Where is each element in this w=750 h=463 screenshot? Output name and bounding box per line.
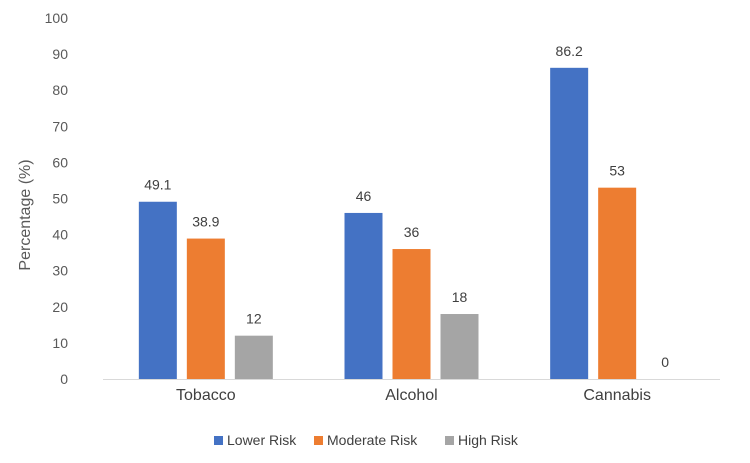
y-tick-label: 60 (52, 154, 68, 170)
legend-label: Moderate Risk (327, 432, 418, 448)
data-label: 49.1 (144, 177, 171, 193)
bar-moderate-risk-cannabis (598, 187, 637, 379)
y-tick-label: 30 (52, 263, 68, 279)
legend-swatch (314, 436, 323, 445)
data-label: 86.2 (556, 43, 583, 59)
data-label: 18 (452, 289, 468, 305)
data-label: 12 (246, 311, 262, 327)
y-tick-label: 100 (45, 10, 69, 26)
data-label: 0 (661, 354, 669, 370)
legend-swatch (214, 436, 223, 445)
bar-moderate-risk-alcohol (392, 249, 431, 379)
x-axis-ticks: Tobacco Alcohol Cannabis (176, 387, 651, 404)
y-axis-title-group: Percentage (%) (17, 159, 34, 270)
bar-lower-risk-cannabis (550, 67, 589, 380)
legend-label: High Risk (458, 432, 519, 448)
y-tick-label: 40 (52, 227, 68, 243)
y-axis-title: Percentage (%) (17, 159, 34, 270)
x-tick-label: Tobacco (176, 387, 236, 404)
legend-swatch (445, 436, 454, 445)
data-label: 36 (404, 224, 420, 240)
bar-lower-risk-tobacco (138, 201, 177, 379)
bar-high-risk-alcohol (440, 314, 479, 379)
y-tick-label: 10 (52, 335, 68, 351)
bar-moderate-risk-tobacco (186, 238, 225, 379)
x-tick-label: Cannabis (583, 387, 651, 404)
x-tick-label: Alcohol (385, 387, 437, 404)
data-label: 46 (356, 188, 372, 204)
legend: Lower Risk Moderate Risk High Risk (214, 432, 519, 448)
data-label: 38.9 (192, 214, 219, 230)
bars (138, 67, 637, 380)
legend-label: Lower Risk (227, 432, 297, 448)
y-tick-label: 0 (60, 371, 68, 387)
y-tick-label: 20 (52, 299, 68, 315)
data-label: 53 (609, 163, 625, 179)
bar-lower-risk-alcohol (344, 212, 383, 379)
y-tick-label: 50 (52, 191, 68, 207)
bar-high-risk-tobacco (234, 335, 273, 379)
y-tick-label: 90 (52, 46, 68, 62)
y-tick-label: 80 (52, 82, 68, 98)
y-axis-ticks: 0 10 20 30 40 50 60 70 80 90 100 (45, 10, 69, 387)
data-labels: 49.1 38.9 12 46 36 18 86.2 53 0 (144, 43, 669, 370)
y-tick-label: 70 (52, 118, 68, 134)
